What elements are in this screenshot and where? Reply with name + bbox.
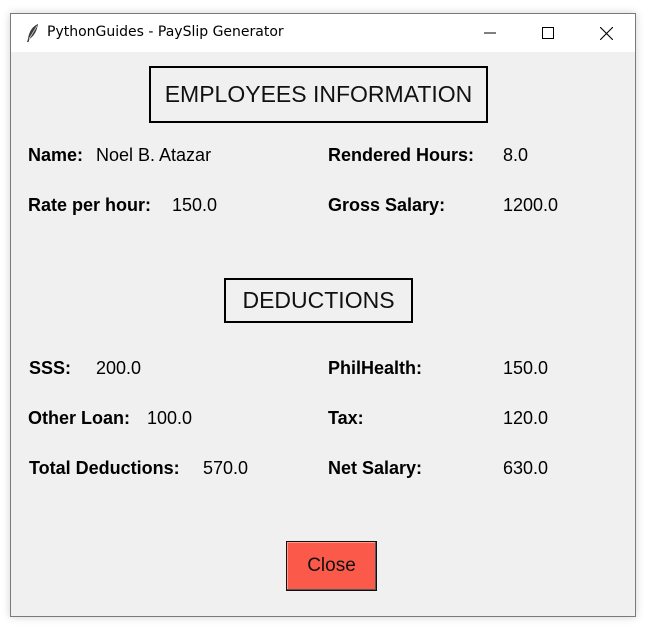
total-deductions-value: 570.0: [203, 458, 249, 478]
payslip-window: PythonGuides - PaySlip Generator EMPLOYE…: [10, 13, 636, 617]
maximize-icon: [542, 27, 554, 39]
window-title: PythonGuides - PaySlip Generator: [47, 24, 284, 40]
deductions-heading: DEDUCTIONS: [224, 278, 413, 323]
maximize-button[interactable]: [519, 14, 577, 52]
tax-value: 120.0: [503, 408, 549, 428]
title-bar[interactable]: PythonGuides - PaySlip Generator: [11, 14, 635, 52]
sss-label: SSS:: [29, 358, 72, 378]
other-loan-label: Other Loan:: [28, 408, 130, 428]
sss-value: 200.0: [96, 358, 142, 378]
close-icon: [599, 26, 613, 40]
minimize-button[interactable]: [461, 14, 519, 52]
close-button[interactable]: Close: [286, 541, 377, 591]
philhealth-value: 150.0: [503, 358, 549, 378]
rendered-hours-value: 8.0: [503, 145, 529, 165]
gross-salary-label: Gross Salary:: [328, 195, 446, 215]
minimize-icon: [484, 32, 496, 34]
window-close-button[interactable]: [577, 14, 635, 52]
philhealth-label: PhilHealth:: [328, 358, 423, 378]
employee-info-heading: EMPLOYEES INFORMATION: [149, 66, 488, 123]
total-deductions-label: Total Deductions:: [29, 458, 180, 478]
tax-label: Tax:: [328, 408, 364, 428]
net-salary-value: 630.0: [503, 458, 549, 478]
name-value: Noel B. Atazar: [96, 145, 212, 165]
gross-salary-value: 1200.0: [503, 195, 559, 215]
rate-value: 150.0: [172, 195, 218, 215]
name-label: Name:: [28, 145, 84, 165]
feather-icon: [27, 24, 38, 42]
net-salary-label: Net Salary:: [328, 458, 423, 478]
other-loan-value: 100.0: [147, 408, 193, 428]
rate-label: Rate per hour:: [28, 195, 152, 215]
window-content: EMPLOYEES INFORMATION Name: Noel B. Ataz…: [11, 52, 635, 616]
rendered-hours-label: Rendered Hours:: [328, 145, 475, 165]
